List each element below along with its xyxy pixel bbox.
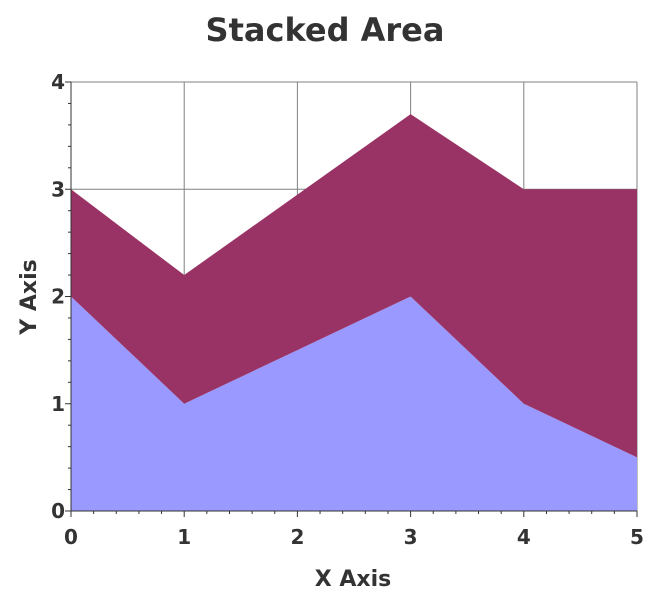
area-series-1 — [71, 296, 637, 511]
x-tick-label: 4 — [517, 525, 531, 549]
y-axis-label: Y Axis — [17, 259, 42, 335]
y-tick-label: 2 — [51, 285, 65, 309]
x-tick-label: 0 — [64, 525, 78, 549]
y-tick-label: 3 — [51, 177, 65, 201]
x-tick-label: 5 — [630, 525, 644, 549]
x-axis-label: X Axis — [315, 567, 391, 592]
y-tick-label: 0 — [51, 499, 65, 523]
area-layer — [71, 114, 637, 511]
tick-label-layer: 0 1 2 3 4 5 0 1 2 3 4 — [51, 70, 644, 549]
axis-layer — [65, 81, 638, 517]
area-series-2 — [71, 114, 637, 458]
y-tick-label: 1 — [51, 392, 65, 416]
y-tick-label: 4 — [51, 70, 65, 94]
x-tick-label: 2 — [290, 525, 304, 549]
x-tick-label: 3 — [404, 525, 418, 549]
x-tick-label: 1 — [177, 525, 191, 549]
chart-title: Stacked Area — [206, 11, 445, 49]
